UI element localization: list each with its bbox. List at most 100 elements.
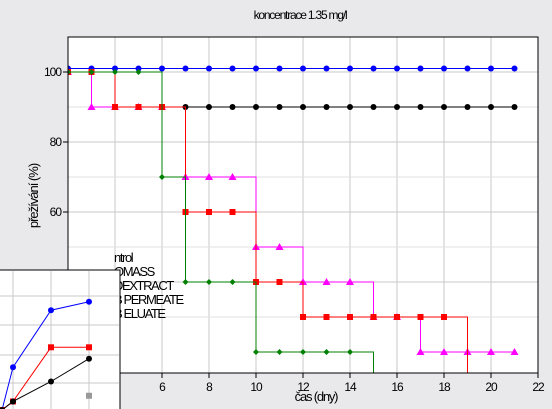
x-tick-label: 22 bbox=[532, 380, 545, 394]
y-tick-label: 60 bbox=[50, 205, 63, 219]
data-point bbox=[417, 104, 424, 110]
data-point bbox=[228, 173, 237, 180]
data-point bbox=[441, 65, 447, 72]
data-point bbox=[511, 65, 518, 72]
inset-series bbox=[0, 298, 92, 409]
x-axis-label: čas (dny) bbox=[295, 389, 339, 404]
data-point bbox=[487, 348, 495, 355]
data-point bbox=[253, 65, 259, 72]
data-point bbox=[511, 104, 518, 110]
x-axis: 46810121416182022 bbox=[112, 373, 546, 394]
data-point bbox=[276, 104, 283, 110]
inset-data-point bbox=[86, 392, 92, 399]
inset-data-point bbox=[10, 398, 16, 405]
data-point bbox=[88, 69, 95, 75]
data-point bbox=[441, 104, 447, 110]
plot-frame bbox=[67, 36, 539, 374]
data-point bbox=[135, 104, 142, 110]
data-point bbox=[464, 104, 471, 110]
legend-entry: DEXTRACT bbox=[114, 278, 174, 293]
inset-data-point bbox=[10, 364, 16, 371]
series-1 bbox=[68, 65, 518, 72]
data-point bbox=[87, 103, 96, 110]
data-point bbox=[394, 65, 400, 72]
data-point bbox=[440, 348, 448, 355]
data-point bbox=[370, 104, 377, 110]
data-point bbox=[135, 65, 142, 72]
data-point bbox=[276, 349, 283, 355]
x-tick-label: 20 bbox=[485, 380, 498, 394]
data-point bbox=[68, 69, 71, 75]
data-point bbox=[112, 65, 118, 72]
data-point bbox=[300, 65, 306, 72]
data-point bbox=[441, 314, 447, 320]
series-4 bbox=[68, 69, 374, 373]
data-point bbox=[182, 65, 189, 72]
inset-frame bbox=[0, 269, 121, 409]
data-point bbox=[417, 314, 424, 320]
inset-series-2 bbox=[0, 355, 92, 409]
data-point bbox=[206, 209, 212, 215]
data-point bbox=[206, 65, 212, 72]
data-point bbox=[300, 104, 306, 110]
series-layer bbox=[68, 65, 519, 373]
data-point bbox=[159, 174, 165, 180]
data-point bbox=[488, 65, 494, 72]
data-point bbox=[323, 349, 330, 355]
data-point bbox=[229, 65, 236, 72]
y-axis-label: přežívání (%) bbox=[26, 163, 41, 228]
inset-data-point bbox=[48, 344, 54, 351]
data-point bbox=[416, 348, 425, 355]
legend-entry: OMASS bbox=[114, 264, 156, 279]
data-point bbox=[253, 104, 259, 110]
data-point bbox=[229, 209, 236, 215]
data-point bbox=[135, 69, 142, 75]
y-tick-label: 100 bbox=[44, 65, 62, 79]
data-point bbox=[370, 314, 377, 320]
data-point bbox=[229, 104, 236, 110]
inset-data-point bbox=[86, 355, 92, 362]
legend-entry: ntrol bbox=[114, 250, 134, 265]
data-point bbox=[322, 278, 331, 285]
inset-series-line bbox=[2, 358, 90, 409]
data-point bbox=[347, 349, 353, 355]
x-tick-label: 10 bbox=[250, 380, 263, 394]
data-point bbox=[323, 65, 330, 72]
data-point bbox=[205, 173, 213, 180]
x-tick-label: 14 bbox=[344, 380, 357, 394]
data-point bbox=[370, 65, 377, 72]
legend-entry: B PERMEATE bbox=[114, 292, 185, 307]
data-point bbox=[112, 69, 118, 75]
y-tick-label: 80 bbox=[50, 135, 63, 149]
data-point bbox=[275, 243, 284, 250]
data-point bbox=[510, 348, 519, 355]
x-tick-label: 16 bbox=[391, 380, 404, 394]
legend-entry: B ELUATE bbox=[114, 306, 166, 321]
data-point bbox=[394, 314, 400, 320]
data-point bbox=[300, 349, 306, 355]
data-point bbox=[300, 314, 306, 320]
inset-chart bbox=[0, 269, 121, 409]
chart-title: koncentrace 1.35 mg/l bbox=[254, 8, 347, 22]
data-point bbox=[229, 279, 236, 285]
inset-grid bbox=[0, 271, 119, 409]
data-point bbox=[159, 65, 165, 72]
data-point bbox=[206, 279, 212, 285]
data-point bbox=[206, 104, 212, 110]
data-point bbox=[253, 349, 259, 355]
inset-data-point bbox=[86, 344, 92, 351]
inset-series-line bbox=[1, 301, 90, 409]
x-tick-label: 6 bbox=[159, 380, 166, 394]
inset-data-point bbox=[48, 307, 54, 314]
data-point bbox=[346, 278, 354, 285]
data-point bbox=[347, 104, 353, 110]
data-point bbox=[347, 314, 353, 320]
data-point bbox=[394, 104, 400, 110]
x-tick-label: 8 bbox=[206, 380, 213, 394]
series-line bbox=[68, 71, 468, 373]
data-point bbox=[488, 104, 494, 110]
data-point bbox=[323, 314, 330, 320]
data-point bbox=[417, 65, 424, 72]
